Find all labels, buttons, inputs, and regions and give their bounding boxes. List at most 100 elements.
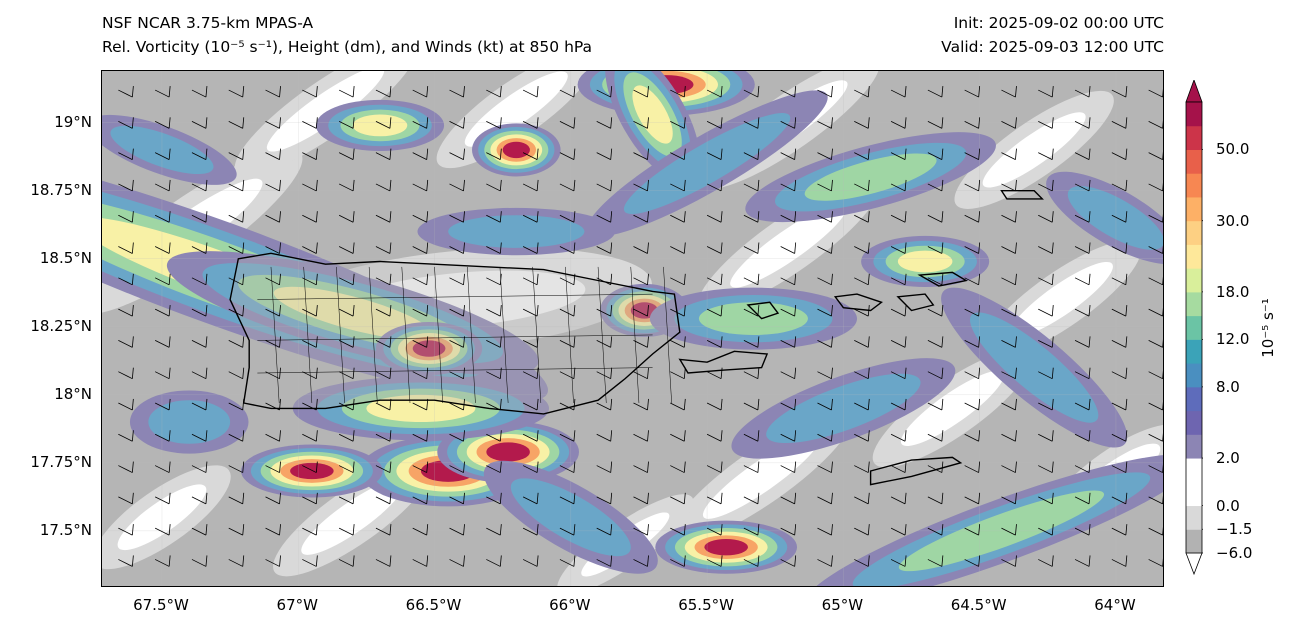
wind-barb [449, 398, 465, 411]
wind-barb [449, 211, 465, 223]
wind-barb [1038, 211, 1054, 223]
wind-barb [191, 430, 208, 442]
wind-barb [265, 461, 281, 473]
wind-barb [302, 336, 318, 348]
wind-barb [890, 555, 907, 567]
municipal-boundary [257, 293, 653, 300]
wind-barb [338, 336, 355, 348]
wind-barb [1148, 182, 1163, 192]
longitude-tick-label: 64°W [1094, 596, 1136, 614]
wind-barb [743, 336, 760, 348]
colorbar-tick-label: 0.0 [1216, 496, 1240, 515]
wind-barb [1111, 86, 1128, 98]
wind-barb [964, 492, 981, 505]
vorticity-contour [704, 539, 748, 556]
colorbar-tick-label: −1.5 [1216, 520, 1253, 539]
wind-barb [596, 398, 613, 411]
wind-barb [338, 117, 355, 129]
wind-barb [522, 242, 539, 254]
wind-barb [964, 211, 981, 223]
wind-barb [228, 461, 245, 473]
wind-barb [118, 492, 134, 505]
wind-barb [1074, 336, 1091, 348]
wind-barb [1001, 461, 1017, 473]
wind-barb [670, 555, 686, 567]
wind-barb [559, 524, 576, 536]
wind-barb [375, 398, 392, 411]
wind-barb [1038, 524, 1054, 536]
wind-barb [743, 461, 760, 473]
longitude-tick-label: 66°W [549, 596, 591, 614]
wind-barb [633, 148, 649, 160]
colorbar-segment [1186, 363, 1202, 388]
coastline-anegada [1000, 189, 1044, 200]
wind-barb [743, 524, 760, 536]
wind-barb [743, 86, 760, 98]
municipal-boundary [368, 266, 378, 403]
wind-barb [265, 524, 281, 536]
wind-barb [412, 305, 429, 317]
wind-barb [1148, 213, 1163, 223]
wind-barb [118, 86, 134, 98]
wind-barb [412, 461, 429, 473]
wind-barb [1111, 305, 1128, 317]
wind-barb [449, 305, 465, 317]
latitude-tick-label: 18.75°N [30, 180, 92, 199]
coastline-tortola [917, 271, 968, 287]
wind-barb [191, 242, 208, 254]
wind-barb [228, 430, 245, 442]
wind-barb [154, 524, 171, 536]
wind-barb [228, 117, 245, 129]
colorbar-segment [1186, 458, 1202, 483]
municipal-boundary [303, 266, 313, 403]
wind-barb [228, 179, 245, 192]
wind-barb [191, 367, 208, 380]
vorticity-contour [632, 85, 673, 144]
wind-barb [154, 430, 171, 442]
wind-barb [927, 148, 944, 160]
white-band [900, 370, 1004, 447]
wind-barb [890, 148, 907, 160]
wind-barb [927, 336, 944, 348]
wind-barb [338, 430, 355, 442]
wind-barb [1074, 461, 1091, 473]
wind-barb [780, 273, 797, 286]
wind-barb [191, 211, 208, 223]
white-band [266, 71, 385, 152]
wind-barb [486, 305, 502, 317]
wind-barb [927, 273, 944, 286]
wind-barb [228, 211, 245, 223]
colorbar-tick-label: 18.0 [1216, 282, 1250, 301]
colorbar-segment [1186, 434, 1202, 459]
wind-barb [1111, 430, 1128, 442]
wind-barb [302, 367, 318, 380]
colorbar [1185, 80, 1203, 575]
wind-barb [964, 117, 981, 129]
wind-barb [559, 86, 576, 98]
wind-barb [706, 524, 723, 536]
wind-barb [596, 179, 613, 192]
wind-barb [154, 86, 171, 98]
wind-barb [265, 86, 281, 98]
wind-barb [522, 367, 539, 380]
wind-barb [559, 242, 576, 254]
wind-barb [559, 117, 576, 129]
wind-barb [118, 305, 134, 317]
wind-barb [964, 86, 981, 98]
wind-barb [670, 179, 686, 192]
wind-barb [633, 273, 649, 286]
wind-barb [854, 305, 870, 317]
wind-barb [633, 492, 649, 505]
vorticity-contour [486, 442, 530, 462]
colorbar-segment [1186, 268, 1202, 293]
wind-barb [118, 179, 134, 192]
wind-barb [1148, 307, 1163, 317]
wind-barb [265, 398, 281, 411]
wind-barb [743, 430, 760, 442]
wind-barb [817, 461, 833, 473]
municipal-boundary [257, 367, 653, 374]
wind-barb [559, 305, 576, 317]
wind-barb [1111, 398, 1128, 411]
wind-barb [154, 273, 171, 286]
colorbar-segment [1186, 102, 1202, 127]
